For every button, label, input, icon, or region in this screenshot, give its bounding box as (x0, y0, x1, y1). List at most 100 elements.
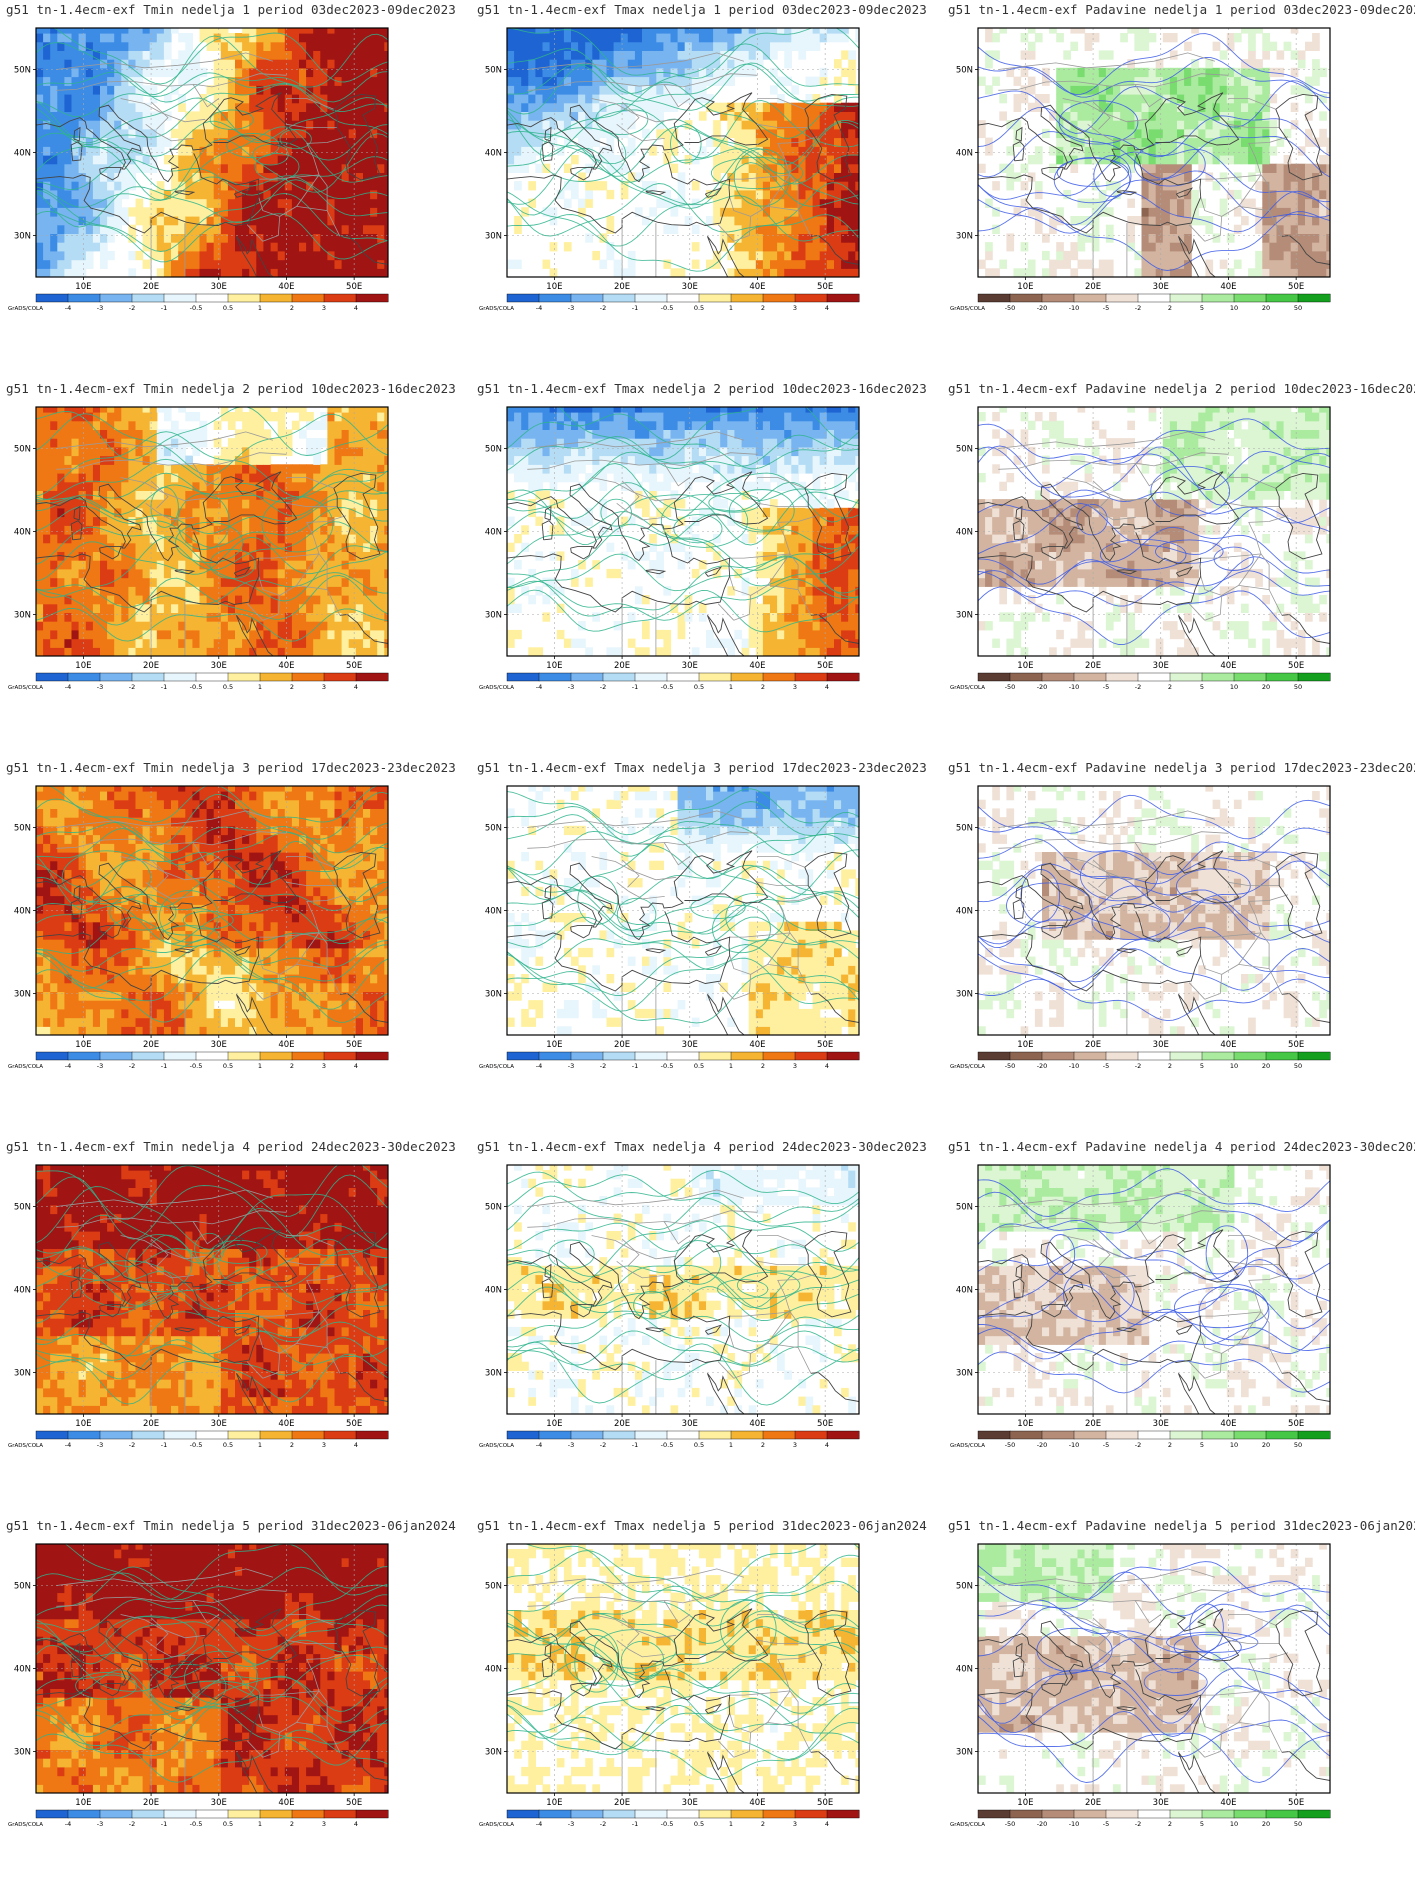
colorbar-tick-label: 1 (258, 1441, 262, 1449)
lon-label: 30E (1153, 1419, 1169, 1429)
lon-label: 30E (682, 1419, 698, 1429)
colorbar-swatch (698, 1051, 732, 1061)
shaded-field (36, 1544, 388, 1793)
colorbar-swatch (1009, 1809, 1043, 1819)
lon-label: 10E (546, 1040, 562, 1050)
colorbar-tick-label: 4 (354, 683, 358, 691)
colorbar-tick-label: -2 (129, 1062, 135, 1070)
colorbar-tick-label: 5 (1200, 1062, 1204, 1070)
lat-label: 30N (485, 611, 502, 621)
grads-credit: GrADS/COLA (950, 685, 985, 691)
colorbar-swatch (666, 672, 700, 682)
lon-label: 20E (614, 1798, 630, 1808)
colorbar-swatch (730, 1809, 764, 1819)
lon-label: 20E (614, 1419, 630, 1429)
lon-label: 40E (278, 282, 294, 292)
lon-label: 30E (1153, 1798, 1169, 1808)
colorbar-tick-label: -4 (536, 1441, 542, 1449)
colorbar-tick-label: 4 (825, 304, 829, 312)
lon-label: 10E (1017, 661, 1033, 671)
colorbar-swatch (1265, 1051, 1299, 1061)
colorbar-tick-label: 50 (1294, 304, 1302, 312)
grads-credit: GrADS/COLA (950, 1064, 985, 1070)
lon-label: 50E (1288, 1798, 1304, 1808)
colorbar-swatch (1009, 1051, 1043, 1061)
map-panel-prec-week-4: 10E 20E 30E 40E 50E 50N 40N 30N -50 -20 -10 -5 -2 2 5 1… (942, 1137, 1415, 1516)
shaded-field (36, 407, 388, 656)
colorbar-swatch (570, 293, 604, 303)
colorbar-tick-label: -1 (632, 1820, 638, 1828)
colorbar-swatch (698, 1430, 732, 1440)
map-prec-week-3: 10E 20E 30E 40E 50E 50N 40N 30N -50 -20 -10 -5 -2 2 5 1… (950, 785, 1331, 1070)
panel-title: g51 tn-1.4ecm-exf Padavine nedelja 4 per… (948, 1139, 1415, 1154)
colorbar-swatch (794, 293, 828, 303)
map-panel-tmin-week-1: 10E 20E 30E 40E 50E 50N 40N 30N -4 -3 -2 -1 -0.5 0.5 1… (0, 0, 471, 379)
colorbar-swatch (1137, 672, 1171, 682)
colorbar-swatch (227, 1430, 261, 1440)
colorbar-swatch (355, 672, 389, 682)
colorbar-tick-label: -3 (97, 1062, 103, 1070)
colorbar-tick-label: 5 (1200, 304, 1204, 312)
colorbar-swatch (977, 1430, 1011, 1440)
colorbar-tick-label: 3 (322, 683, 326, 691)
lat-label: 30N (14, 611, 31, 621)
colorbar-tick-label: 2 (290, 1062, 294, 1070)
lon-label: 20E (1085, 1040, 1101, 1050)
lon-label: 30E (1153, 661, 1169, 671)
colorbar-swatch (355, 293, 389, 303)
colorbar-swatch (35, 293, 69, 303)
grads-credit: GrADS/COLA (950, 1822, 985, 1828)
lon-label: 40E (749, 1040, 765, 1050)
colorbar-swatch (762, 1051, 796, 1061)
colorbar-tick-label: 5 (1200, 1820, 1204, 1828)
lat-label: 40N (14, 1665, 31, 1675)
colorbar-tick-label: -3 (568, 1441, 574, 1449)
colorbar-swatch (1041, 293, 1075, 303)
lat-label: 50N (485, 824, 502, 834)
colorbar-swatch (323, 672, 357, 682)
colorbar-swatch (1233, 672, 1267, 682)
colorbar-swatch (291, 1430, 325, 1440)
lon-label: 30E (682, 661, 698, 671)
map-prec-week-1: 10E 20E 30E 40E 50E 50N 40N 30N -50 -20 -10 -5 -2 2 5 1… (950, 27, 1331, 312)
colorbar-swatch (131, 293, 165, 303)
lon-label: 10E (1017, 1798, 1033, 1808)
lat-label: 50N (14, 445, 31, 455)
colorbar-swatch (259, 1809, 293, 1819)
panel-title: g51 tn-1.4ecm-exf Padavine nedelja 2 per… (948, 381, 1415, 396)
colorbar-swatch (1201, 1809, 1235, 1819)
lat-label: 50N (485, 66, 502, 76)
colorbar-tick-label: -2 (1135, 1441, 1141, 1449)
colorbar-tick-label: -0.5 (190, 1062, 203, 1070)
colorbar-swatch (131, 1809, 165, 1819)
lon-label: 10E (546, 1419, 562, 1429)
colorbar-swatch (195, 1051, 229, 1061)
colorbar-tick-label: -2 (1135, 1062, 1141, 1070)
colorbar-swatch (1297, 293, 1331, 303)
colorbar-swatch (538, 672, 572, 682)
colorbar-swatch (1041, 1051, 1075, 1061)
shaded-field (36, 786, 388, 1035)
colorbar-tick-label: 0.5 (694, 1062, 704, 1070)
colorbar-tick-label: -2 (129, 1820, 135, 1828)
lat-label: 40N (14, 1286, 31, 1296)
colorbar-swatch (826, 672, 860, 682)
lon-label: 10E (75, 1040, 91, 1050)
lon-label: 20E (614, 1040, 630, 1050)
colorbar-swatch (977, 1051, 1011, 1061)
lat-label: 30N (956, 1748, 973, 1758)
lat-label: 30N (956, 611, 973, 621)
lat-label: 30N (485, 232, 502, 242)
colorbar-tick-label: 2 (761, 1441, 765, 1449)
colorbar-tick-label: 3 (793, 1441, 797, 1449)
colorbar-swatch (666, 1051, 700, 1061)
lat-label: 50N (956, 66, 973, 76)
lon-label: 20E (143, 661, 159, 671)
lon-label: 40E (749, 282, 765, 292)
colorbar-swatch (355, 1430, 389, 1440)
panel-title: g51 tn-1.4ecm-exf Tmin nedelja 4 period … (6, 1139, 456, 1154)
colorbar-swatch (1233, 1809, 1267, 1819)
colorbar-swatch (1105, 1051, 1139, 1061)
shaded-field (36, 28, 388, 277)
